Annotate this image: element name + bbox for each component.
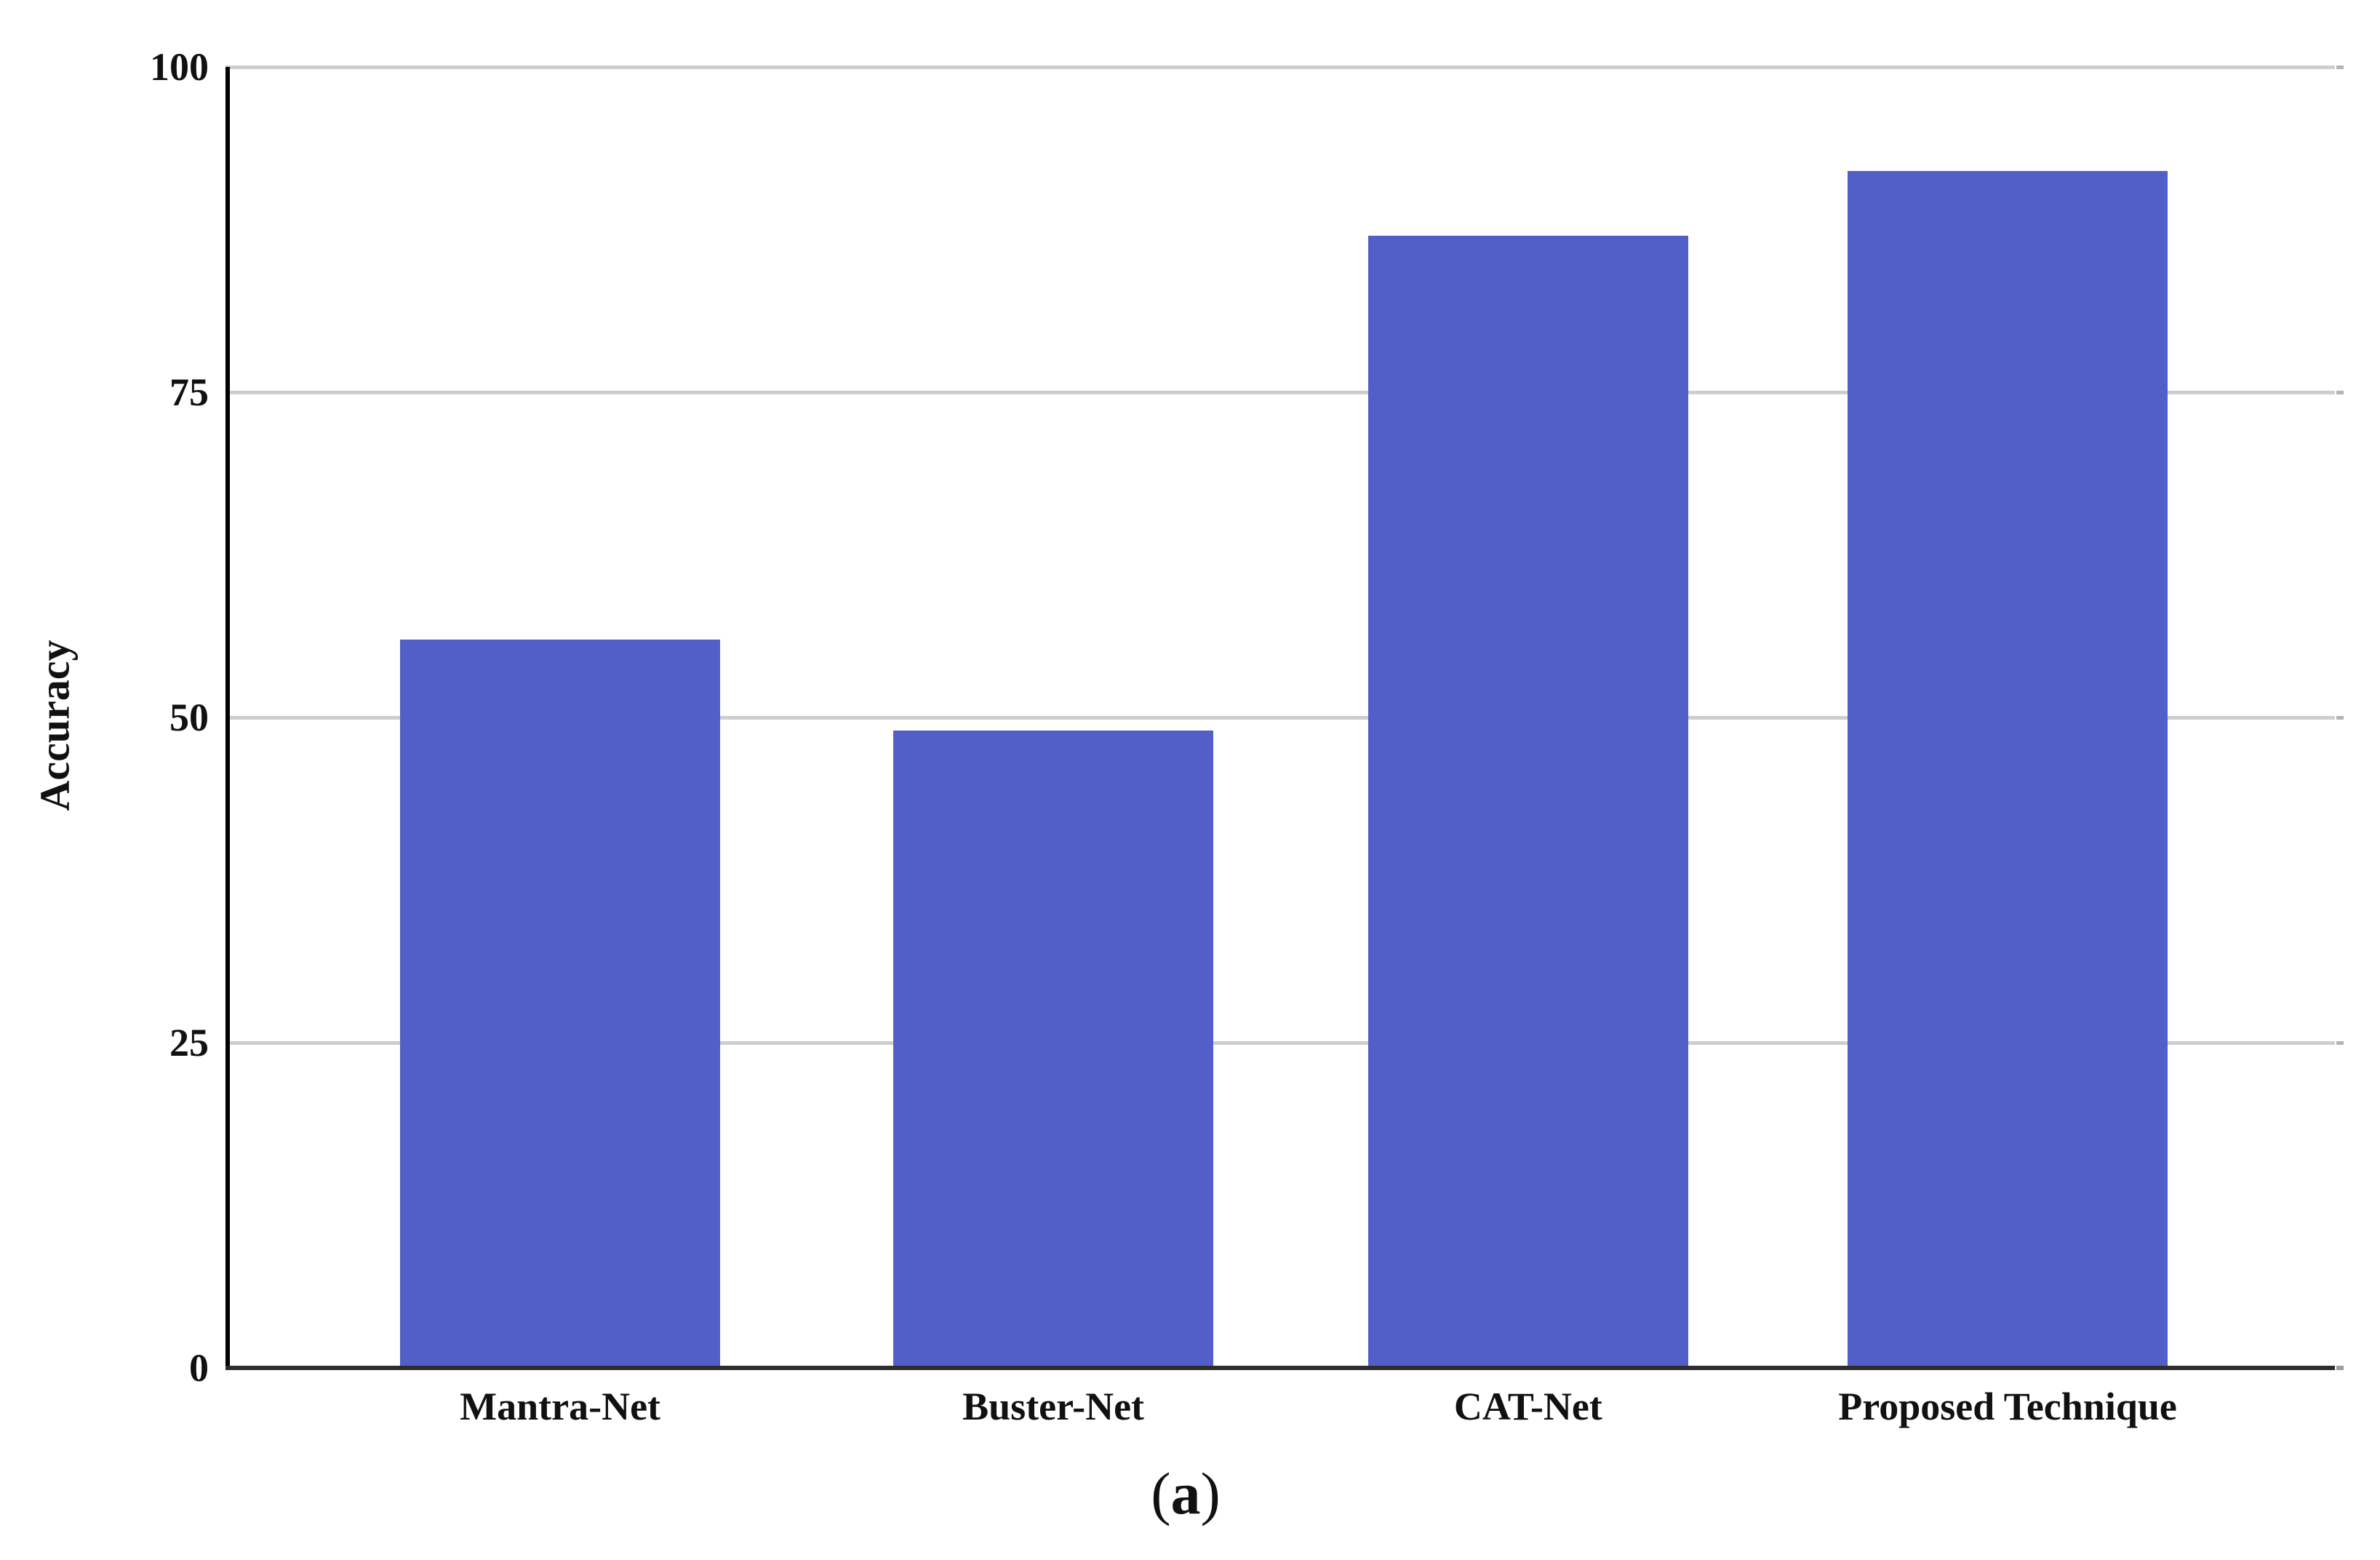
gridline-50 (225, 716, 2344, 720)
caption-paren-close: ) (1200, 1460, 1221, 1527)
y-axis-tick-labels: 0 25 50 75 100 (0, 45, 209, 1390)
y-tick-50: 50 (169, 696, 209, 739)
x-label-cat-net: CAT-Net (1453, 1385, 1602, 1428)
plot-area (225, 65, 2344, 1370)
gridline-75 (225, 391, 2344, 394)
caption-paren-open: ( (1151, 1460, 1171, 1527)
bar-mantra-net (400, 639, 721, 1368)
x-label-proposed-technique: Proposed Technique (1838, 1385, 2177, 1428)
y-tick-100: 100 (150, 45, 209, 89)
bar-buster-net (893, 730, 1214, 1368)
x-label-buster-net: Buster-Net (962, 1385, 1145, 1428)
x-label-mantra-net: Mantra-Net (460, 1385, 661, 1428)
y-tick-0: 0 (189, 1346, 209, 1390)
bar-proposed-technique (1848, 171, 2168, 1368)
x-axis-labels: Mantra-Net Buster-Net CAT-Net Proposed Tech… (225, 1381, 2335, 1432)
y-axis-line (225, 67, 230, 1368)
gridline-100 (225, 65, 2344, 69)
x-axis-line (225, 1366, 2344, 1370)
gridline-25 (225, 1041, 2344, 1045)
y-tick-25: 25 (169, 1021, 209, 1064)
y-tick-75: 75 (169, 370, 209, 414)
figure-caption: (a) (1151, 1460, 1221, 1528)
bar-cat-net (1367, 236, 1688, 1368)
caption-letter: a (1170, 1460, 1201, 1527)
